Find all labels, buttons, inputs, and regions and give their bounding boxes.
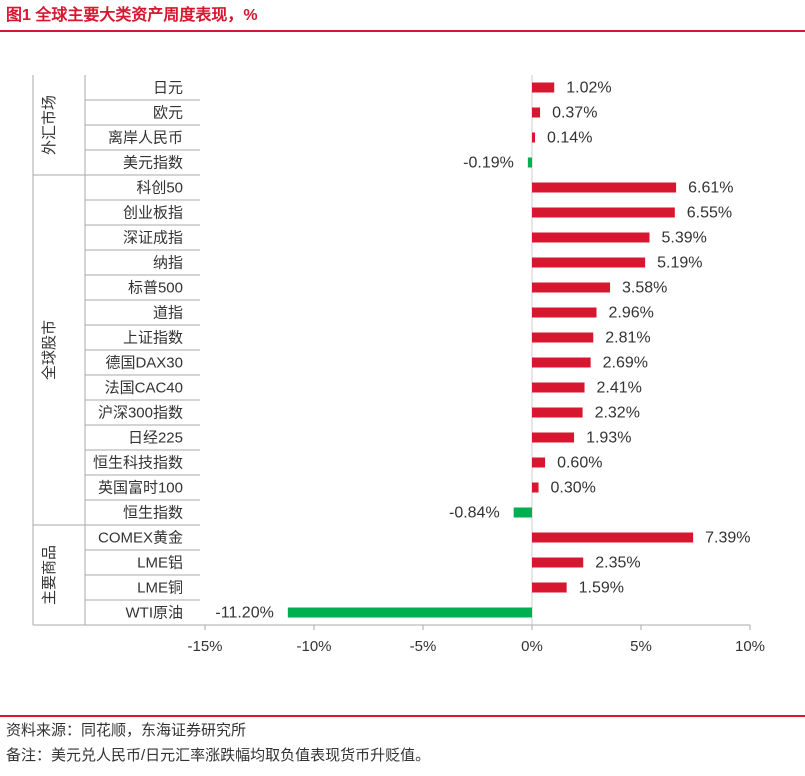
y-tick-label: COMEX黄金 xyxy=(98,529,183,546)
x-tick-label: -10% xyxy=(296,638,331,655)
y-tick-label: 科创50 xyxy=(136,179,183,196)
y-tick-label: LME铜 xyxy=(137,579,183,596)
bar xyxy=(532,207,675,218)
chart-title: 图1 全球主要大类资产周度表现，% xyxy=(6,5,258,24)
y-tick-label: 标普500 xyxy=(128,279,183,296)
bar xyxy=(532,132,536,143)
group-label: 全球股市 xyxy=(40,320,58,380)
value-label: 0.60% xyxy=(557,455,602,472)
value-label: 0.14% xyxy=(547,130,592,147)
bar xyxy=(532,457,546,468)
bar xyxy=(532,357,591,368)
y-tick-label: WTI原油 xyxy=(126,604,184,621)
bar xyxy=(532,82,555,93)
value-label: 6.55% xyxy=(687,205,732,222)
value-label: 2.41% xyxy=(597,380,642,397)
y-tick-label: 恒生科技指数 xyxy=(93,454,183,471)
bar xyxy=(532,307,597,318)
y-tick-label: 道指 xyxy=(153,304,183,321)
y-tick-label: 沪深300指数 xyxy=(98,404,183,421)
value-label: 2.32% xyxy=(595,405,640,422)
bar xyxy=(532,182,677,193)
bar xyxy=(532,532,694,543)
y-tick-label: 日元 xyxy=(153,79,183,96)
y-tick-label: 深证成指 xyxy=(123,229,183,246)
bar xyxy=(532,382,585,393)
y-tick-label: 美元指数 xyxy=(123,154,183,171)
value-label: 6.61% xyxy=(688,180,733,197)
value-label: 1.02% xyxy=(566,80,611,97)
value-label: 1.59% xyxy=(579,580,624,597)
x-tick-label: 10% xyxy=(735,638,765,655)
bar xyxy=(532,332,594,343)
bar xyxy=(532,582,567,593)
source: 资料来源：同花顺，东海证券研究所 xyxy=(6,722,246,739)
y-tick-label: 离岸人民币 xyxy=(108,129,183,146)
value-label: 2.35% xyxy=(595,555,640,572)
value-label: 5.39% xyxy=(662,230,707,247)
bar xyxy=(532,282,611,293)
value-label: 3.58% xyxy=(622,280,667,297)
x-tick-label: -15% xyxy=(187,638,222,655)
bar xyxy=(532,407,583,418)
y-tick-label: 欧元 xyxy=(153,104,183,121)
value-label: 0.30% xyxy=(551,480,596,497)
bar xyxy=(513,507,532,518)
value-label: 2.69% xyxy=(603,355,648,372)
value-label: 7.39% xyxy=(705,530,750,547)
y-tick-label: LME铝 xyxy=(137,554,183,571)
x-tick-label: 0% xyxy=(521,638,543,655)
bar xyxy=(532,232,650,243)
value-label: -11.20% xyxy=(215,605,273,622)
bar xyxy=(532,107,541,118)
y-tick-label: 法国CAC40 xyxy=(105,379,183,396)
group-label: 外汇市场 xyxy=(41,95,58,155)
value-label: 2.81% xyxy=(605,330,650,347)
y-tick-label: 英国富时100 xyxy=(98,478,183,496)
bar xyxy=(532,432,575,443)
note: 备注：美元兑人民币/日元汇率涨跌幅均取负值表现货币升贬值。 xyxy=(6,747,430,764)
y-tick-label: 上证指数 xyxy=(123,329,183,346)
bar xyxy=(527,157,532,168)
value-label: 5.19% xyxy=(657,255,702,272)
bar xyxy=(532,557,584,568)
y-tick-label: 日经225 xyxy=(128,429,183,446)
y-tick-label: 恒生指数 xyxy=(123,504,183,521)
bar xyxy=(532,482,539,493)
value-label: 2.96% xyxy=(609,305,654,322)
x-tick-label: -5% xyxy=(410,638,437,655)
bar xyxy=(532,257,646,268)
y-tick-label: 德国DAX30 xyxy=(105,353,183,371)
value-label: -0.19% xyxy=(463,155,514,172)
value-label: -0.84% xyxy=(449,505,500,522)
value-label: 1.93% xyxy=(586,430,631,447)
y-tick-label: 纳指 xyxy=(153,254,183,271)
y-tick-label: 创业板指 xyxy=(123,203,183,221)
x-tick-label: 5% xyxy=(630,638,652,655)
bar xyxy=(287,607,532,618)
value-label: 0.37% xyxy=(552,105,597,122)
group-label: 主要商品 xyxy=(41,545,58,605)
